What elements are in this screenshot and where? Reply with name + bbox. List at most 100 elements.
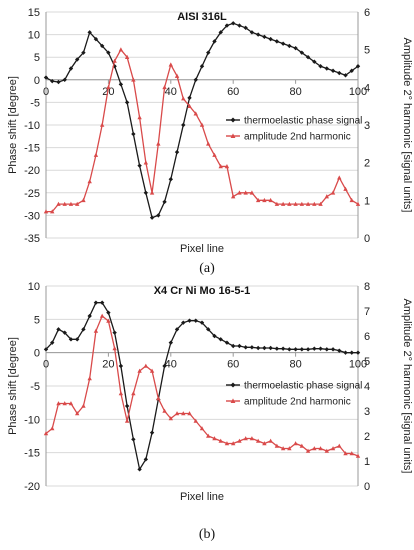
y-right-tick-label: 4 [364, 381, 370, 393]
chart-title: X4 Cr Ni Mo 16-5-1 [154, 285, 251, 297]
amplitude-point [75, 201, 80, 206]
phase-point [312, 346, 317, 351]
phase-point [193, 77, 198, 82]
phase-point [131, 437, 136, 442]
phase-point [124, 100, 130, 105]
y-right-tick-label: 6 [364, 7, 370, 19]
phase-point [280, 346, 286, 351]
amplitude-point [237, 438, 242, 443]
amplitude-point [181, 411, 186, 416]
phase-point [181, 122, 186, 128]
amplitude-point [249, 190, 255, 195]
y-right-tick-label: 3 [364, 120, 370, 132]
phase-point [50, 78, 55, 84]
y-left-tick-label: 5 [34, 52, 40, 64]
phase-point [243, 345, 248, 350]
phase-point [106, 310, 111, 315]
amplitude-point [337, 443, 342, 448]
amplitude-point [330, 190, 336, 195]
amplitude-point [280, 201, 286, 206]
phase-point [337, 70, 342, 76]
phase-point [187, 95, 192, 101]
phase-point [118, 363, 124, 369]
x-tick-label: 80 [289, 86, 301, 98]
amplitude-point [255, 197, 261, 203]
amplitude-point [237, 190, 242, 195]
amplitude-point [124, 418, 130, 423]
amplitude-point [349, 451, 354, 456]
phase-point [343, 350, 348, 355]
y-left-tick-label: -20 [24, 481, 40, 493]
x-tick-label: 0 [43, 359, 49, 371]
phase-point [112, 330, 117, 335]
amplitude-point [349, 197, 354, 203]
phase-point [299, 50, 305, 55]
amplitude-point [62, 401, 67, 406]
phase-point [274, 39, 280, 44]
phase-point [305, 347, 311, 352]
amplitude-point [68, 201, 74, 206]
amplitude-point [199, 426, 205, 431]
x-tick-label: 40 [165, 359, 177, 371]
amplitude-point [268, 438, 273, 443]
amplitude-point [106, 84, 111, 90]
phase-point [305, 55, 311, 60]
phase-point [206, 50, 211, 55]
y-right-tick-label: 0 [364, 233, 370, 245]
y-right-tick-label: 5 [364, 356, 370, 368]
phase-point [268, 345, 273, 351]
x-tick-label: 60 [227, 86, 239, 98]
y-right-tick-label: 7 [364, 306, 370, 318]
phase-point [293, 45, 298, 51]
phase-point [330, 347, 336, 352]
y-left-tick-label: -30 [24, 210, 40, 222]
amplitude-point [287, 446, 292, 451]
y-left-axis-title: Phase shift [degree] [7, 337, 19, 435]
amplitude-point [112, 346, 117, 351]
figure-caption: (b) [199, 527, 216, 542]
amplitude-point [330, 446, 336, 451]
phase-point [337, 348, 342, 353]
amplitude-point [193, 111, 198, 116]
amplitude-point [187, 411, 192, 416]
amplitude-point [131, 391, 136, 396]
phase-point [318, 346, 323, 351]
phase-point [174, 327, 180, 332]
y-left-tick-label: -20 [24, 165, 40, 177]
amplitude-point [118, 391, 124, 396]
amplitude-point [93, 328, 99, 333]
phase-point [149, 215, 155, 220]
y-left-tick-label: 15 [28, 7, 40, 19]
amplitude-point [324, 194, 329, 199]
amplitude-point [181, 96, 186, 101]
amplitude-point [280, 446, 286, 451]
legend-marker [230, 382, 236, 388]
phase-point [62, 330, 67, 335]
amplitude-point [218, 164, 223, 169]
y-left-tick-label: -10 [24, 414, 40, 426]
phase-point [56, 327, 61, 332]
amplitude-point [174, 73, 180, 78]
phase-point [68, 66, 74, 71]
x-tick-label: 40 [165, 86, 177, 98]
phase-point [87, 313, 92, 319]
phase-point [237, 343, 242, 349]
amplitude-point [355, 201, 361, 206]
amplitude-point [193, 418, 198, 423]
amplitude-point [293, 441, 298, 446]
amplitude-point [318, 446, 323, 451]
phase-point [262, 345, 267, 351]
amplitude-point [318, 201, 323, 206]
phase-point [268, 36, 273, 42]
y-right-tick-label: 0 [364, 481, 370, 493]
y-right-axis-title: Amplitude 2° harmonic [signal units] [401, 38, 413, 213]
phase-point [162, 199, 167, 205]
legend-label: thermoelastic phase signal [244, 116, 362, 127]
y-left-tick-label: -10 [24, 120, 40, 132]
phase-point [343, 73, 348, 78]
amplitude-point [56, 201, 61, 206]
amplitude-point [212, 436, 217, 441]
amplitude-point [249, 436, 255, 441]
phase-point [118, 82, 124, 87]
phase-point [355, 350, 361, 355]
